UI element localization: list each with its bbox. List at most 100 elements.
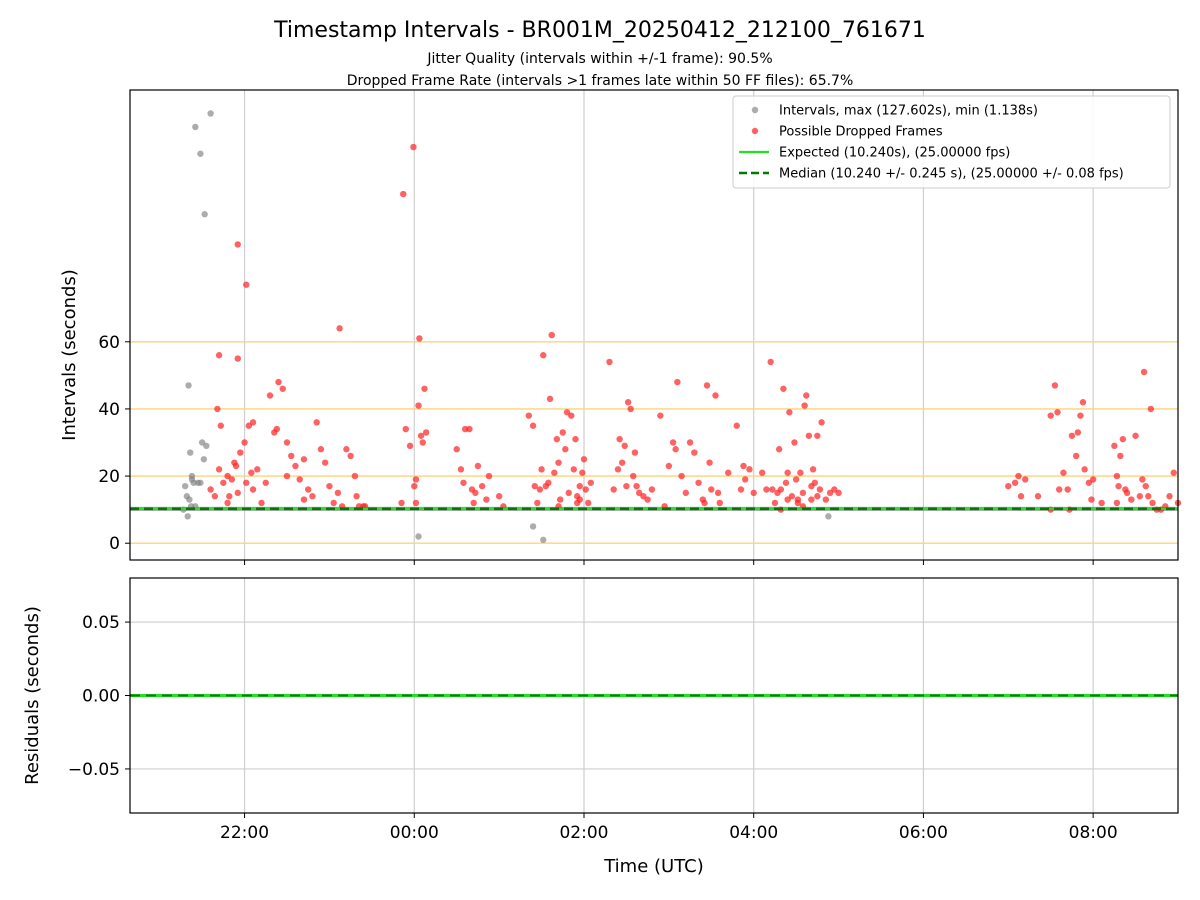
dropped-frame-point xyxy=(1117,452,1124,460)
dropped-frame-point xyxy=(241,439,248,446)
dropped-frame-point xyxy=(784,469,791,476)
dropped-frame-point xyxy=(801,402,808,409)
dropped-frame-point xyxy=(214,405,221,413)
dropped-frame-point xyxy=(682,489,690,497)
dropped-frame-point xyxy=(402,425,409,433)
dropped-frame-point xyxy=(1113,472,1121,480)
dropped-frame-point xyxy=(538,466,545,473)
legend-label: Possible Dropped Frames xyxy=(779,125,943,140)
dropped-frame-point xyxy=(283,472,291,480)
dropped-frame-point xyxy=(1051,382,1059,389)
dropped-frame-point xyxy=(545,479,552,486)
dropped-frame-point xyxy=(582,486,589,493)
dropped-frame-point xyxy=(1149,499,1156,507)
dropped-frame-point xyxy=(1077,412,1084,419)
dropped-frame-point xyxy=(410,143,417,151)
dropped-frame-point xyxy=(701,499,708,507)
dropped-frame-point xyxy=(1098,499,1105,507)
dropped-frame-point xyxy=(485,472,493,480)
dropped-frame-point xyxy=(1113,499,1121,507)
intervals-panel: 0 20 40 60 Intervals (seconds) Intervals, m… xyxy=(59,89,1182,565)
dropped-frame-point xyxy=(610,486,617,493)
dropped-frame-point xyxy=(565,489,572,497)
dropped-frame-point xyxy=(398,499,405,507)
dropped-frame-point xyxy=(576,482,583,490)
dropped-frame-point xyxy=(657,412,664,419)
dropped-frame-point xyxy=(237,449,244,456)
dropped-frame-point xyxy=(674,378,681,386)
dropped-frame-point xyxy=(412,476,420,483)
dropped-frame-point xyxy=(400,190,407,198)
residuals-y-tick-label: 0.00 xyxy=(82,687,120,707)
legend-gray-marker xyxy=(751,106,759,114)
legend-label: Expected (10.240s), (25.00000 fps) xyxy=(779,146,1010,161)
dropped-frame-point xyxy=(644,496,651,503)
dropped-frame-point xyxy=(767,358,774,366)
dropped-frame-point xyxy=(334,489,342,497)
dropped-frame-point xyxy=(570,466,578,473)
dropped-frame-point xyxy=(678,472,685,480)
interval-point xyxy=(203,442,210,450)
dropped-frame-point xyxy=(546,395,554,403)
residuals-y-tick-label: 0.05 xyxy=(82,613,120,633)
legend-red-marker xyxy=(751,127,759,135)
dropped-frame-point xyxy=(614,466,622,473)
residuals-y-axis-label: Residuals (seconds) xyxy=(22,606,43,785)
dropped-frame-point xyxy=(763,486,770,493)
intervals-y-tick-label: 40 xyxy=(98,400,120,420)
interval-point xyxy=(529,523,537,530)
dropped-frame-point xyxy=(742,476,749,483)
dropped-frame-point xyxy=(712,392,719,399)
intervals-y-tick-label: 0 xyxy=(109,534,120,554)
dropped-frame-point xyxy=(300,496,308,503)
residuals-panel: 22:00 00:00 02:00 04:00 06:00 08:00 0.05 0.00 −… xyxy=(22,577,1179,877)
dropped-frame-point xyxy=(808,496,815,503)
dropped-frame-point xyxy=(234,489,241,497)
dropped-frame-point xyxy=(686,439,694,446)
dropped-frame-point xyxy=(1089,476,1097,483)
dropped-frame-point xyxy=(725,469,732,476)
x-axis-label: Time (UTC) xyxy=(603,856,704,877)
dropped-frame-point xyxy=(606,358,613,366)
legend: Intervals, max (127.602s), min (1.138s) P… xyxy=(732,95,1171,189)
dropped-frame-point xyxy=(215,352,223,359)
dropped-frame-point xyxy=(746,466,753,473)
dropped-frame-point xyxy=(750,489,757,497)
dropped-frame-point xyxy=(534,499,541,507)
dropped-frame-point xyxy=(1055,486,1063,493)
dropped-frame-point xyxy=(1132,432,1139,439)
dropped-frame-point xyxy=(228,476,236,483)
dropped-frame-point xyxy=(784,496,791,503)
interval-point xyxy=(200,456,208,463)
dropped-frame-point xyxy=(536,486,544,493)
dropped-frame-point xyxy=(672,446,679,453)
interval-point xyxy=(184,513,191,520)
chart-title: Timestamp Intervals - BR001M_20250412_21… xyxy=(273,18,926,43)
dropped-frame-point xyxy=(703,382,711,389)
dropped-frame-point xyxy=(300,456,308,463)
dropped-frame-point xyxy=(224,499,231,507)
interval-point xyxy=(187,449,194,456)
dropped-frame-point xyxy=(587,479,594,486)
dropped-frame-point xyxy=(460,479,467,486)
dropped-frame-point xyxy=(254,466,261,473)
dropped-frame-point xyxy=(211,493,219,500)
dropped-frame-point xyxy=(266,392,274,399)
dropped-frame-point xyxy=(531,482,538,490)
dropped-frame-point xyxy=(466,425,473,433)
dropped-frame-point xyxy=(665,462,673,470)
legend-box xyxy=(732,95,1171,189)
dropped-frame-point xyxy=(1081,466,1088,473)
dropped-frame-point xyxy=(769,486,776,493)
intervals-plot-frame xyxy=(129,89,1179,561)
dropped-frame-point xyxy=(555,459,562,466)
dropped-frame-point xyxy=(1005,482,1012,490)
dropped-frame-point xyxy=(579,469,586,476)
dropped-frame-point xyxy=(822,496,830,503)
dropped-frame-point xyxy=(799,489,807,497)
intervals-y-tick-label: 20 xyxy=(98,467,120,487)
dropped-frame-point xyxy=(786,409,793,416)
dropped-frame-point xyxy=(313,419,320,426)
intervals-x-ticks xyxy=(244,560,1094,565)
